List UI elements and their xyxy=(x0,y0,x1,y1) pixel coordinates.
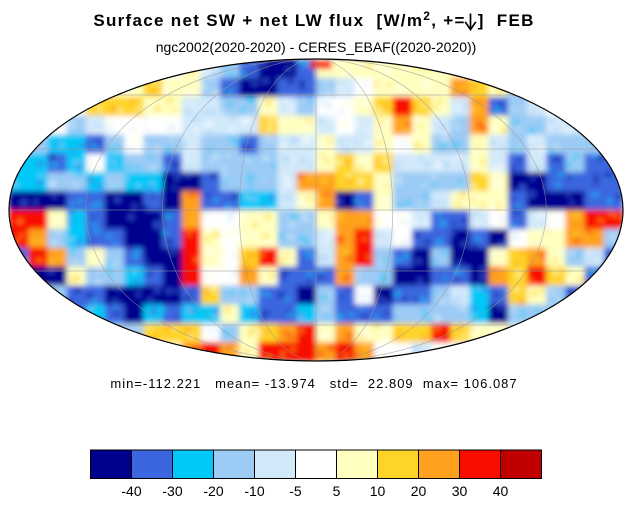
svg-text:ngc2002(2020-2020) - CERES_EBA: ngc2002(2020-2020) - CERES_EBAF((2020-20… xyxy=(156,39,477,55)
svg-text:5: 5 xyxy=(333,483,341,499)
svg-text:10: 10 xyxy=(370,483,386,499)
svg-text:-5: -5 xyxy=(289,483,302,499)
svg-text:-20: -20 xyxy=(203,483,223,499)
svg-text:min=-112.221 mean= -13.974: min=-112.221 mean= -13.974 std= 22.809 m… xyxy=(110,376,517,391)
svg-text:40: 40 xyxy=(493,483,509,499)
svg-text:-40: -40 xyxy=(121,483,141,499)
svg-text:-10: -10 xyxy=(244,483,264,499)
svg-text:-30: -30 xyxy=(162,483,182,499)
svg-text:20: 20 xyxy=(411,483,427,499)
svg-text:30: 30 xyxy=(452,483,468,499)
